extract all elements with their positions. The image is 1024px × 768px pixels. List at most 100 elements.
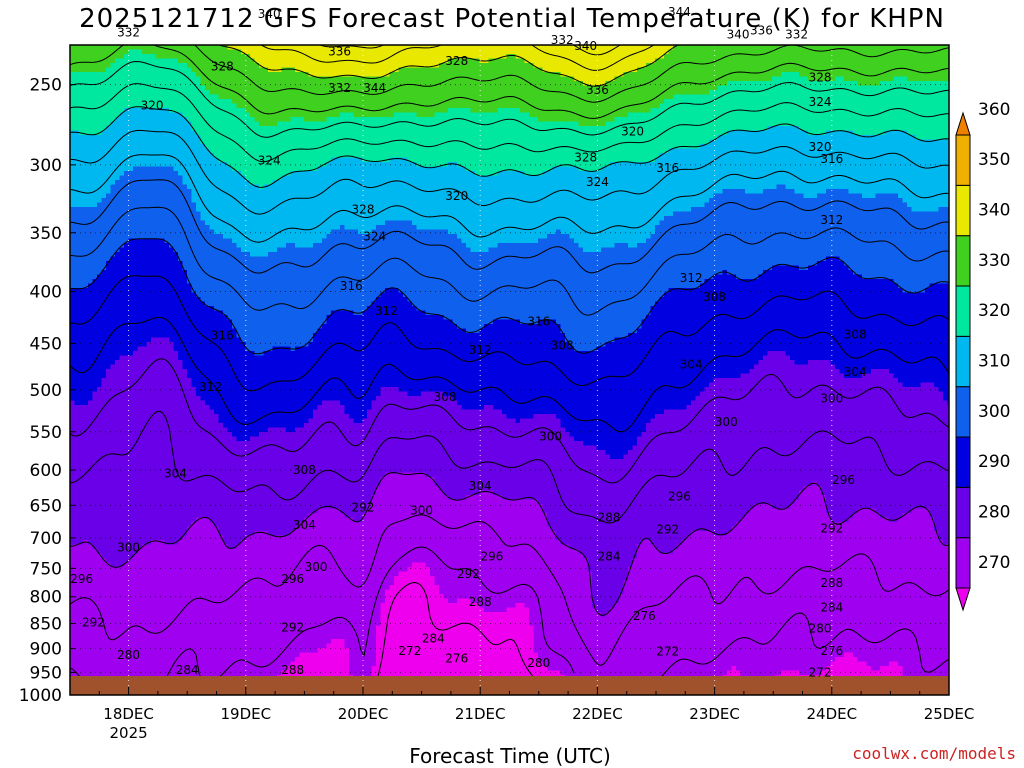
contour-label: 272	[809, 665, 832, 679]
contour-label: 320	[141, 98, 164, 112]
y-tick-label: 850	[30, 614, 62, 634]
contour-label: 292	[457, 567, 480, 581]
colorbar-swatch	[955, 436, 971, 488]
colorbar-swatch	[955, 134, 971, 186]
contour-label: 328	[574, 150, 597, 164]
contour-label: 328	[352, 203, 375, 217]
contour-label: 276	[820, 644, 843, 658]
contour-label: 332	[551, 33, 574, 47]
contour-label: 332	[785, 27, 808, 41]
x-tick-label: 24DEC	[807, 705, 858, 723]
x-axis-label: Forecast Time (UTC)	[300, 744, 720, 768]
colorbar-top-arrow	[955, 111, 971, 136]
colorbar-swatch	[955, 285, 971, 337]
y-tick-label: 650	[30, 496, 62, 516]
contour-label: 296	[281, 572, 304, 586]
contour-label: 284	[176, 663, 199, 677]
colorbar-swatch	[955, 537, 971, 589]
y-tick-label: 300	[30, 156, 62, 176]
contour-label: 304	[844, 365, 867, 379]
colorbar: 270 280 290 300 310 320 330 340 350 360	[955, 100, 1010, 612]
y-tick-label: 700	[30, 529, 62, 549]
colorbar-label: 270	[978, 553, 1010, 573]
contour-label: 336	[750, 23, 773, 37]
contour-label: 288	[281, 663, 304, 677]
x-tick-label: 20DEC	[338, 705, 389, 723]
contour-label: 292	[656, 523, 679, 537]
x-tick-label: 23DEC	[689, 705, 740, 723]
colorbar-label: 350	[978, 150, 1010, 170]
contour-label: 304	[164, 467, 187, 481]
contour-label: 344	[668, 5, 691, 19]
colorbar-label: 300	[978, 402, 1010, 422]
x-tick-sublabel: 2025	[110, 724, 148, 742]
colorbar-swatch	[955, 184, 971, 237]
contour-label: 284	[422, 632, 445, 646]
contour-label: 316	[656, 161, 679, 175]
contour-label: 344	[363, 81, 386, 95]
contour-label: 292	[82, 615, 105, 629]
contour-label: 308	[434, 390, 457, 404]
colorbar-label: 340	[978, 201, 1010, 221]
y-tick-label: 400	[30, 283, 62, 303]
contour-label: 304	[293, 518, 316, 532]
contour-label: 336	[328, 45, 351, 59]
contour-label: 316	[340, 279, 363, 293]
contour-label: 296	[480, 549, 503, 563]
colorbar-swatch	[955, 235, 971, 287]
chart-title: 2025121712 GFS Forecast Potential Temper…	[0, 4, 1024, 34]
contour-label: 332	[328, 81, 351, 95]
colorbar-label: 360	[978, 100, 1010, 120]
contour-label: 276	[633, 609, 656, 623]
contour-label: 308	[844, 328, 867, 342]
colorbar-label: 320	[978, 301, 1010, 321]
contour-label: 300	[539, 430, 562, 444]
contour-label: 340	[727, 27, 750, 41]
colorbar-swatch	[955, 335, 971, 388]
y-tick-label: 500	[30, 381, 62, 401]
x-tick-label: 18DEC	[103, 705, 154, 723]
contour-label: 316	[527, 314, 550, 328]
contour-label: 288	[469, 595, 492, 609]
contour-label: 324	[586, 175, 609, 189]
contour-label: 312	[680, 271, 703, 285]
y-tick-label: 600	[30, 461, 62, 481]
x-tick-label: 22DEC	[572, 705, 623, 723]
contour-label: 288	[820, 576, 843, 590]
contour-label: 288	[598, 510, 621, 524]
y-axis: 250 300 350 400 450 500 550 600 650 700 750 800 850 9…	[19, 76, 76, 706]
contour-label: 296	[832, 473, 855, 487]
y-tick-label: 550	[30, 423, 62, 443]
contour-line-layer	[70, 45, 949, 695]
contour-label: 308	[551, 338, 574, 352]
contour-label: 308	[703, 290, 726, 304]
contour-label: 292	[281, 621, 304, 635]
contour-label: 328	[809, 71, 832, 85]
contour-label: 304	[469, 479, 492, 493]
colorbar-label: 280	[978, 503, 1010, 523]
contour-label: 276	[445, 651, 468, 665]
y-tick-label: 950	[30, 663, 62, 683]
contour-label: 280	[527, 656, 550, 670]
contour-label: 296	[70, 572, 93, 586]
contour-label: 292	[352, 500, 375, 514]
contour-label: 332	[117, 25, 140, 39]
y-tick-label: 1000	[19, 686, 62, 706]
contour-label: 328	[211, 60, 234, 74]
contour-label: 324	[258, 153, 281, 167]
contour-label: 300	[410, 504, 433, 518]
x-tick-label: 25DEC	[924, 705, 975, 723]
y-tick-label: 250	[30, 76, 62, 96]
contour-label: 300	[715, 415, 738, 429]
contour-label: 300	[117, 540, 140, 554]
y-tick-label: 900	[30, 640, 62, 660]
contour-label: 296	[668, 489, 691, 503]
contour-label: 312	[375, 304, 398, 318]
contour-label: 316	[820, 152, 843, 166]
contour-label: 272	[398, 644, 421, 658]
contour-label: 284	[598, 549, 621, 563]
contour-label: 312	[199, 380, 222, 394]
contour-label: 292	[820, 521, 843, 535]
